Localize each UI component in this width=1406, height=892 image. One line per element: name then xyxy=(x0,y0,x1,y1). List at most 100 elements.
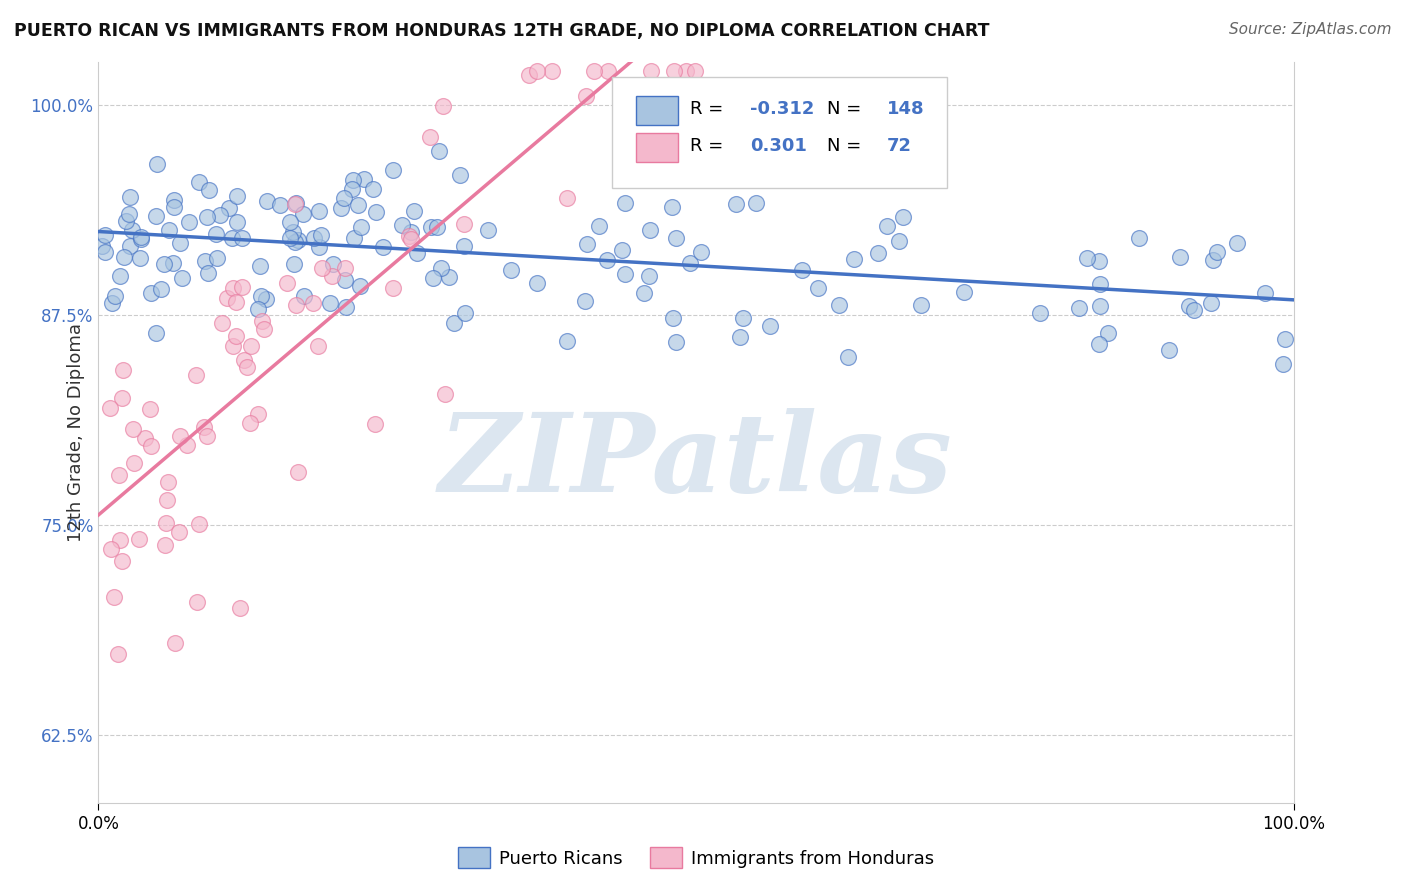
Point xyxy=(1272,357,1295,371)
Point xyxy=(1088,336,1111,351)
Point xyxy=(614,196,637,211)
Text: N =: N = xyxy=(827,100,868,118)
Text: 0.301: 0.301 xyxy=(749,137,807,155)
Point xyxy=(661,200,683,214)
Point xyxy=(90,239,112,253)
Point xyxy=(588,219,610,233)
Text: R =: R = xyxy=(690,137,728,155)
Point xyxy=(195,210,218,224)
Point xyxy=(333,273,356,287)
Text: ZIPatlas: ZIPatlas xyxy=(439,409,953,516)
Point xyxy=(239,416,262,430)
Point xyxy=(157,475,180,489)
Point xyxy=(284,195,307,210)
Point xyxy=(165,636,187,650)
Point xyxy=(555,191,578,205)
Point xyxy=(596,253,619,268)
Point xyxy=(232,353,254,368)
Point xyxy=(225,294,247,309)
Point xyxy=(426,219,449,234)
Text: -0.312: -0.312 xyxy=(749,100,814,118)
Point xyxy=(294,289,316,303)
Point xyxy=(121,223,143,237)
Point xyxy=(169,429,191,443)
Point xyxy=(638,268,661,283)
Point xyxy=(250,313,273,327)
Point xyxy=(363,417,385,431)
Point xyxy=(221,231,243,245)
Point xyxy=(807,280,830,294)
Point xyxy=(229,600,252,615)
Point xyxy=(837,351,859,365)
Point xyxy=(574,294,596,309)
Point xyxy=(156,493,179,508)
Point xyxy=(301,296,323,310)
Point xyxy=(887,234,910,248)
Point xyxy=(254,292,277,306)
Point xyxy=(193,420,215,434)
Point xyxy=(319,296,342,310)
Point xyxy=(94,245,117,260)
Point xyxy=(211,316,233,330)
Point xyxy=(145,326,167,340)
Point xyxy=(437,269,460,284)
Point xyxy=(540,63,562,78)
Point xyxy=(163,193,186,207)
Point xyxy=(129,232,152,246)
Point xyxy=(1128,231,1150,245)
Point xyxy=(111,362,134,376)
Point xyxy=(287,233,309,247)
Point xyxy=(790,263,813,277)
Point xyxy=(596,63,619,78)
Point xyxy=(557,334,579,349)
Point xyxy=(280,215,302,229)
Point xyxy=(118,239,141,253)
Point xyxy=(111,554,134,568)
Point xyxy=(1177,298,1199,312)
Point xyxy=(94,227,117,242)
Text: PUERTO RICAN VS IMMIGRANTS FROM HONDURAS 12TH GRADE, NO DIPLOMA CORRELATION CHAR: PUERTO RICAN VS IMMIGRANTS FROM HONDURAS… xyxy=(14,22,990,40)
Point xyxy=(1202,253,1225,268)
Point xyxy=(433,387,456,401)
Point xyxy=(149,282,172,296)
Point xyxy=(575,89,598,103)
Point xyxy=(477,223,499,237)
Point xyxy=(633,285,655,300)
Point xyxy=(225,329,247,343)
Point xyxy=(1090,299,1112,313)
Point xyxy=(430,260,453,275)
Point xyxy=(391,219,413,233)
Point xyxy=(128,532,150,546)
Point xyxy=(1274,333,1296,347)
Point xyxy=(236,360,259,375)
Text: 148: 148 xyxy=(887,100,925,118)
Point xyxy=(107,647,129,661)
Point xyxy=(208,208,231,222)
Point xyxy=(246,301,269,316)
Point xyxy=(145,209,167,223)
Point xyxy=(665,335,688,350)
Point xyxy=(249,259,271,273)
Point xyxy=(311,261,333,276)
Point xyxy=(276,277,298,291)
Point xyxy=(745,196,768,211)
Text: 72: 72 xyxy=(887,137,912,155)
Point xyxy=(910,298,932,312)
Point xyxy=(194,254,217,268)
Point xyxy=(1157,343,1180,358)
Point xyxy=(450,168,472,182)
Point xyxy=(283,225,305,239)
FancyBboxPatch shape xyxy=(612,78,946,188)
Point xyxy=(188,175,211,189)
Point xyxy=(198,183,221,197)
Point xyxy=(866,246,889,260)
Point xyxy=(176,438,198,452)
Text: Source: ZipAtlas.com: Source: ZipAtlas.com xyxy=(1229,22,1392,37)
Point xyxy=(953,285,976,300)
Point xyxy=(284,235,307,250)
Point xyxy=(1182,303,1205,318)
Point xyxy=(139,286,162,301)
Point xyxy=(675,63,697,78)
Point xyxy=(249,288,271,302)
Point xyxy=(291,206,314,220)
